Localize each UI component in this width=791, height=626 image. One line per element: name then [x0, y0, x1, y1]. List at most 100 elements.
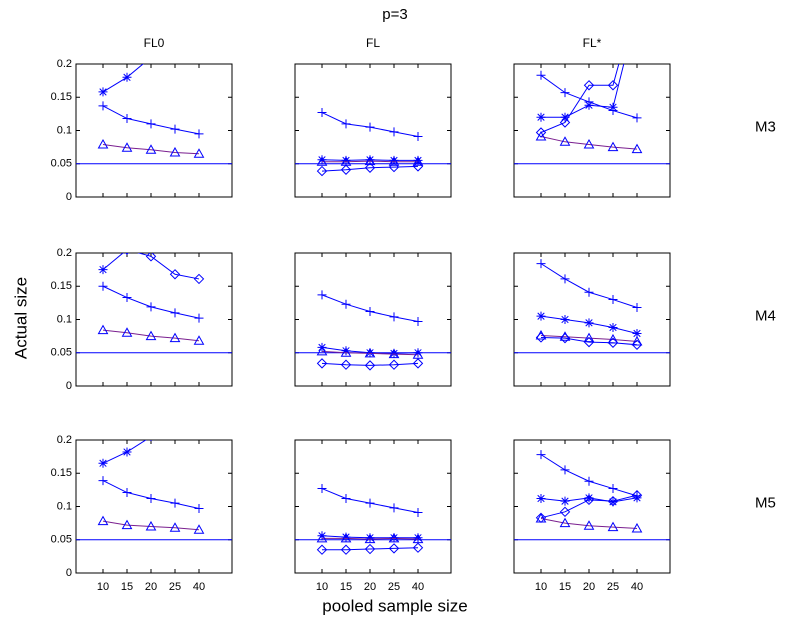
marker	[317, 531, 327, 541]
x-tick-label: 20	[583, 581, 595, 593]
marker	[340, 164, 352, 175]
marker	[169, 269, 181, 280]
series-line	[102, 143, 200, 155]
marker	[608, 295, 618, 305]
marker	[608, 497, 618, 507]
marker	[388, 543, 400, 554]
marker	[633, 0, 642, 2]
marker	[147, 53, 156, 62]
marker	[341, 532, 351, 542]
marker	[365, 122, 375, 132]
row-label: M5	[755, 494, 776, 511]
marker	[535, 127, 547, 138]
marker	[631, 522, 643, 533]
marker	[98, 101, 108, 111]
marker	[194, 129, 204, 139]
series-line	[321, 350, 419, 356]
series-line	[322, 160, 418, 163]
marker	[364, 155, 376, 166]
plot-area	[295, 108, 451, 177]
series-line	[137, 253, 200, 280]
marker	[317, 108, 327, 118]
series-line	[102, 520, 200, 531]
marker	[560, 496, 570, 506]
marker	[122, 114, 132, 124]
marker	[631, 339, 643, 350]
series-line	[322, 537, 419, 540]
plot-area	[514, 0, 670, 165]
marker	[97, 324, 109, 335]
marker	[413, 155, 423, 165]
series-line	[102, 253, 124, 271]
plot-frame	[294, 439, 452, 574]
marker	[193, 148, 205, 158]
marker	[584, 287, 594, 297]
marker	[121, 327, 133, 337]
marker	[607, 337, 619, 348]
marker	[631, 489, 643, 501]
marker	[365, 533, 375, 543]
marker	[169, 332, 181, 343]
marker	[122, 488, 132, 498]
marker	[389, 503, 399, 513]
marker	[536, 259, 546, 269]
marker	[317, 290, 327, 300]
marker	[535, 332, 547, 343]
marker	[98, 87, 108, 97]
marker	[608, 322, 618, 332]
marker	[388, 156, 400, 166]
x-tick-label: 25	[607, 581, 619, 593]
marker	[364, 533, 376, 544]
y-tick-label: 0.05	[51, 347, 72, 359]
plot-area	[76, 253, 232, 354]
panel-title: FL	[366, 36, 380, 50]
marker	[535, 512, 547, 524]
marker	[560, 315, 570, 324]
marker	[146, 494, 156, 504]
marker	[146, 119, 156, 129]
marker	[121, 519, 133, 530]
marker	[583, 138, 595, 149]
marker	[632, 328, 642, 338]
marker	[170, 308, 180, 318]
marker	[560, 112, 570, 122]
y-tick-label: 0.1	[57, 500, 72, 512]
marker	[121, 142, 133, 152]
marker	[536, 70, 546, 80]
plot-area	[514, 259, 670, 354]
marker	[194, 313, 204, 323]
marker	[122, 447, 132, 457]
marker	[193, 524, 205, 534]
marker	[364, 360, 376, 371]
marker	[316, 165, 328, 177]
y-axis-label: Actual size	[11, 277, 30, 359]
marker	[122, 72, 132, 82]
plot-frame	[75, 63, 233, 198]
panel-title: FL0	[144, 36, 165, 50]
marker	[608, 102, 618, 112]
figure-title: p=3	[382, 6, 407, 23]
marker	[169, 146, 181, 157]
marker	[316, 532, 328, 543]
x-tick-label: 40	[193, 581, 205, 593]
y-tick-label: 0.2	[57, 58, 72, 70]
marker	[97, 138, 109, 149]
marker	[340, 347, 352, 357]
y-tick-label: 0.15	[51, 280, 72, 292]
marker	[413, 507, 423, 517]
marker	[341, 155, 351, 165]
marker	[413, 533, 423, 543]
marker	[583, 80, 595, 91]
marker	[341, 346, 351, 356]
marker	[536, 494, 546, 504]
marker	[365, 348, 375, 358]
series-line	[321, 165, 419, 172]
marker	[365, 155, 375, 165]
marker	[364, 347, 376, 358]
marker	[98, 265, 108, 275]
x-tick-label: 15	[121, 581, 133, 593]
y-tick-label: 0.2	[57, 247, 72, 259]
marker	[145, 144, 157, 154]
marker	[169, 522, 181, 532]
